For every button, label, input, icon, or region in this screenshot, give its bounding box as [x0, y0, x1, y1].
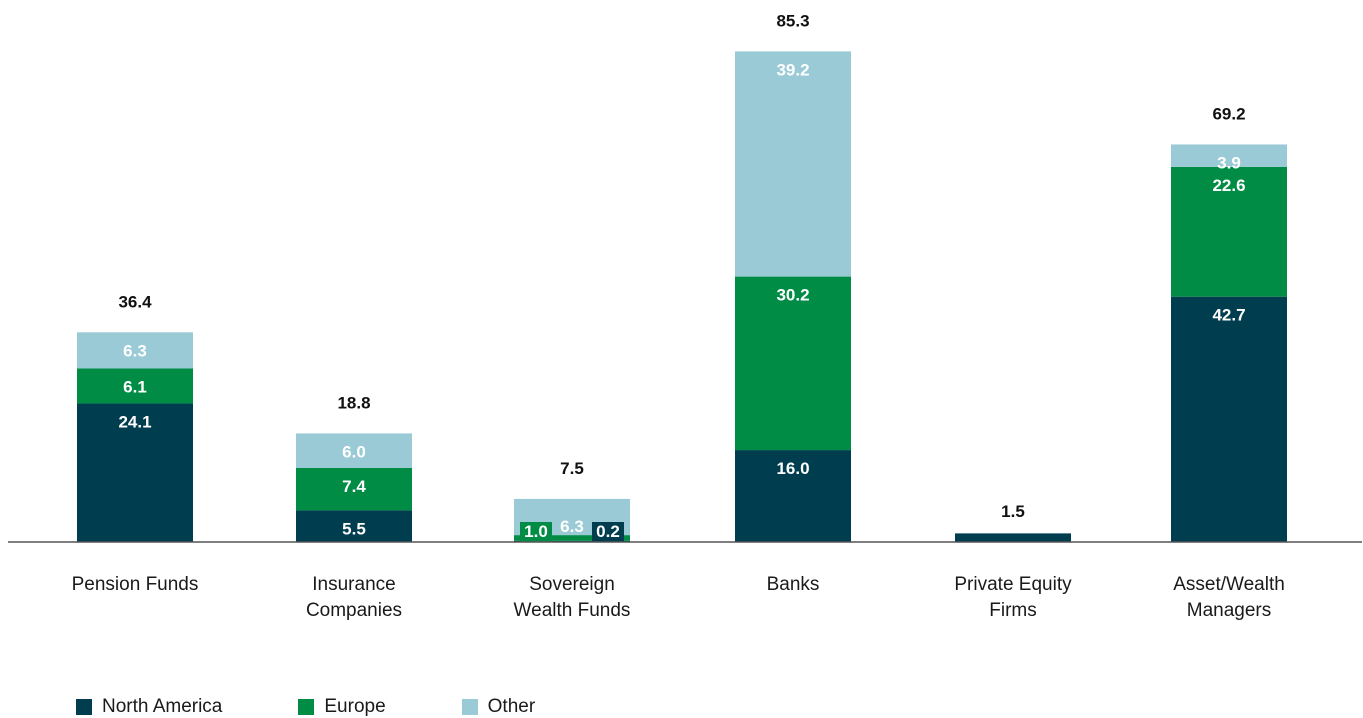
category-labels-group: Pension Funds Insurance Companies Sovereign… [72, 574, 1285, 621]
legend-label: Europe [324, 696, 386, 717]
bar-north-america-5 [1171, 296, 1287, 542]
legend-label: Other [487, 696, 536, 717]
segment-label-other-2: 6.3 [560, 517, 584, 536]
category-label-2-line-1: Wealth Funds [514, 600, 631, 621]
bar-europe-1 [296, 467, 412, 511]
segment-label-north-america-0: 24.1 [118, 413, 151, 432]
category-label-4-line-1: Firms [989, 600, 1036, 621]
bar-europe-3 [735, 276, 851, 451]
segment-label-europe-5: 22.6 [1212, 176, 1245, 195]
bar-north-america-0 [77, 403, 193, 542]
bar-other-3 [735, 51, 851, 277]
category-label-1-line-1: Companies [306, 600, 402, 621]
label-bg-north-america-2 [592, 522, 624, 542]
category-label-1-line-0: Insurance [312, 574, 395, 595]
total-label-3: 85.3 [776, 11, 809, 30]
bars-group: 24.1 6.1 6.3 36.4 5.5 7.4 6.0 18.8 0.2 1.0 6.3 7.5 1… [77, 11, 1287, 542]
bar-other-1 [296, 433, 412, 468]
legend-item-europe: Europe [298, 696, 386, 718]
bar-europe-2 [514, 535, 630, 541]
bar-other-5 [1171, 144, 1287, 167]
category-label-5-line-0: Asset/Wealth [1173, 574, 1285, 595]
bar-north-america-3 [735, 450, 851, 542]
bar-europe-0 [77, 368, 193, 404]
segment-label-other-0: 6.3 [123, 341, 147, 360]
segment-label-other-5: 3.9 [1217, 153, 1241, 172]
segment-label-other-3: 39.2 [776, 60, 809, 79]
segment-label-north-america-5: 42.7 [1212, 306, 1245, 325]
legend-swatch [461, 699, 478, 715]
segment-label-europe-0: 6.1 [123, 378, 147, 397]
legend-label: North America [102, 696, 223, 717]
label-bg-europe-2 [520, 522, 552, 542]
total-label-4: 1.5 [1001, 502, 1025, 521]
category-label-5-line-1: Managers [1187, 600, 1272, 621]
category-label-3-line-0: Banks [767, 574, 820, 595]
bar-north-america-1 [296, 510, 412, 542]
category-label-0-line-0: Pension Funds [72, 574, 199, 595]
segment-label-other-1: 6.0 [342, 442, 366, 461]
total-label-2: 7.5 [560, 459, 584, 478]
total-label-1: 18.8 [337, 393, 370, 412]
bar-europe-5 [1171, 166, 1287, 297]
segment-label-north-america-3: 16.0 [776, 459, 809, 478]
legend: North America Europe Other [76, 696, 535, 718]
bar-north-america-4 [955, 533, 1071, 542]
segment-label-europe-2: 1.0 [524, 522, 548, 541]
total-label-5: 69.2 [1212, 104, 1245, 123]
segment-label-north-america-1: 5.5 [342, 519, 366, 538]
segment-label-europe-1: 7.4 [342, 477, 366, 496]
total-label-0: 36.4 [118, 292, 152, 311]
legend-item-other: Other [461, 696, 536, 718]
legend-swatch [76, 699, 92, 715]
stacked-bar-chart: 24.1 6.1 6.3 36.4 5.5 7.4 6.0 18.8 0.2 1.0 6.3 7.5 1… [8, 11, 1362, 621]
segment-label-north-america-2: 0.2 [596, 522, 620, 541]
category-label-2-line-0: Sovereign [529, 574, 615, 595]
legend-swatch [298, 699, 315, 715]
bar-other-0 [77, 332, 193, 369]
segment-label-europe-3: 30.2 [776, 286, 809, 305]
legend-item-north-america: North America [76, 696, 222, 718]
category-label-4-line-0: Private Equity [954, 574, 1072, 595]
